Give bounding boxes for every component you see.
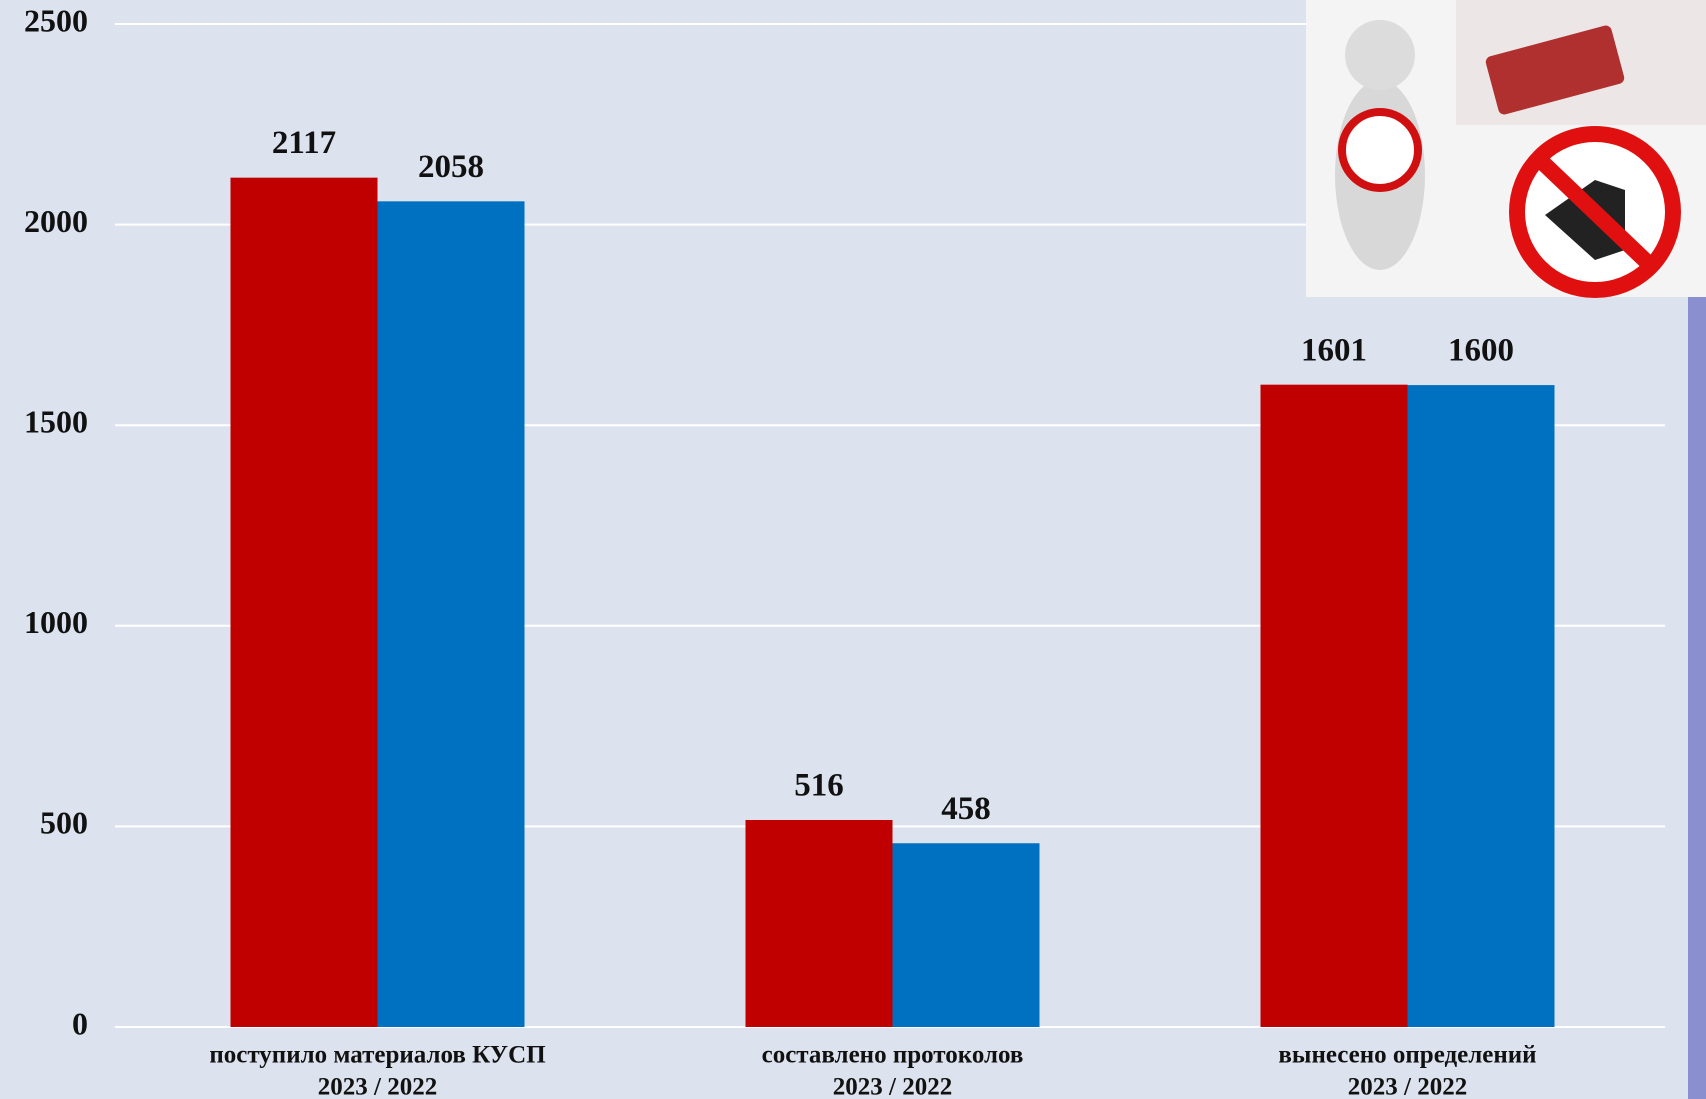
y-tick-label: 2000 [24,203,88,239]
bar [230,177,378,1027]
megaphone [1545,180,1625,260]
bar [377,201,525,1028]
bar [745,819,893,1027]
side-strip [1688,290,1706,1099]
bar [1407,385,1555,1028]
stamp [1485,25,1625,115]
y-tick-label: 0 [72,1005,88,1041]
x-tick-label: 2023 / 2022 [1348,1074,1467,1099]
value-label: 2058 [418,149,484,185]
x-tick-label: 2023 / 2022 [318,1074,437,1099]
figure-sign [1338,108,1422,192]
y-tick-label: 1500 [24,404,88,440]
value-label: 2117 [272,125,336,161]
y-tick-label: 500 [40,805,88,841]
x-tick-label: 2023 / 2022 [833,1074,952,1099]
value-label: 516 [794,768,844,804]
bar [892,843,1040,1027]
bar [1260,384,1408,1027]
x-tick-label: вынесено определений [1278,1042,1536,1069]
value-label: 1600 [1448,333,1514,369]
no-sign-bar [1534,154,1656,271]
x-tick-label: составлено протоколов [762,1042,1024,1069]
x-tick-label: поступило материалов КУСП [209,1042,545,1069]
y-tick-label: 2500 [24,2,88,38]
figure-head [1345,20,1415,90]
decorative-image [1306,0,1706,1099]
value-label: 1601 [1301,332,1367,368]
value-label: 458 [941,791,991,827]
y-tick-label: 1000 [24,604,88,640]
